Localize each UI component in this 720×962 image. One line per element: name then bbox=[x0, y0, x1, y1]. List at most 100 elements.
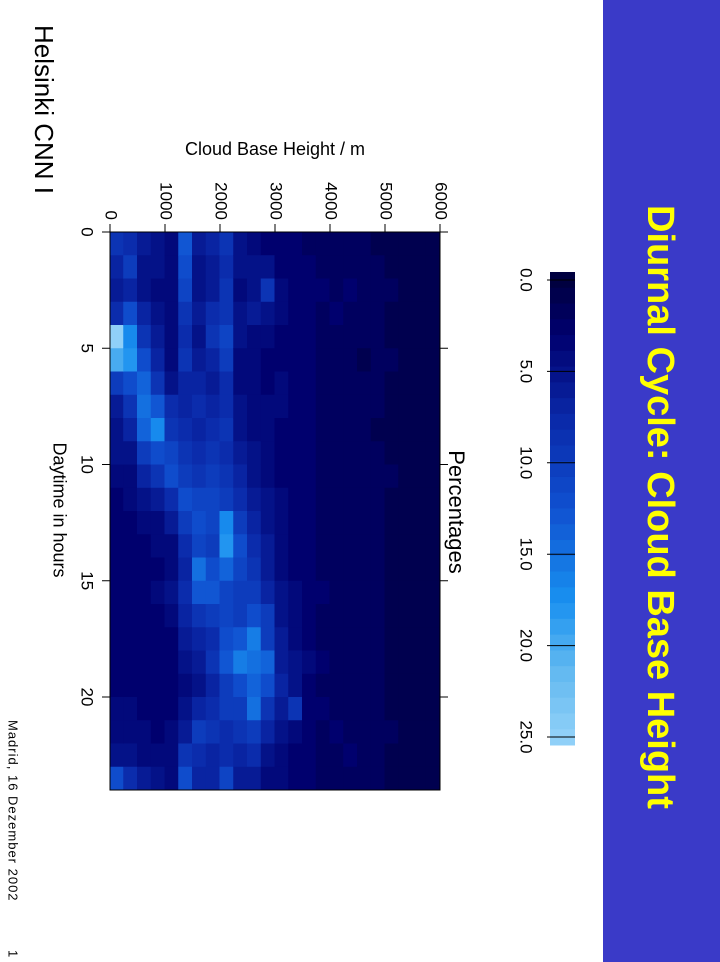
heatmap-cell bbox=[398, 720, 413, 744]
heatmap-cell bbox=[302, 394, 317, 419]
heatmap-cell bbox=[178, 627, 193, 651]
heatmap-cell bbox=[192, 697, 207, 721]
heatmap-cell bbox=[233, 418, 248, 442]
heatmap-cell bbox=[357, 604, 372, 628]
heatmap-cell bbox=[329, 394, 344, 419]
heatmap-cell bbox=[219, 232, 234, 256]
heatmap-cell bbox=[205, 348, 220, 372]
heatmap-cell bbox=[288, 348, 303, 372]
heatmap-cell bbox=[329, 464, 344, 489]
heatmap-cell bbox=[164, 301, 179, 326]
heatmap-cell bbox=[233, 232, 248, 256]
heatmap-cell bbox=[343, 441, 358, 465]
heatmap-cell bbox=[109, 255, 124, 279]
heatmap-cell bbox=[205, 766, 220, 791]
colorbar-segment bbox=[550, 476, 575, 494]
heatmap-cell bbox=[384, 232, 399, 256]
heatmap-cell bbox=[247, 301, 262, 326]
heatmap-cell bbox=[343, 697, 358, 721]
heatmap-cell bbox=[164, 278, 179, 303]
colorbar-segment bbox=[550, 492, 575, 510]
heatmap-cell bbox=[425, 371, 440, 396]
heatmap-cell bbox=[178, 232, 193, 256]
heatmap-cell bbox=[274, 604, 289, 628]
heatmap-cell bbox=[205, 371, 220, 396]
heatmap-cell bbox=[425, 348, 440, 372]
heatmap-cell bbox=[150, 418, 165, 442]
heatmap-cell bbox=[137, 371, 152, 396]
heatmap-cell bbox=[123, 441, 138, 465]
heatmap-cell bbox=[315, 743, 330, 768]
y-tick-label: 3000 bbox=[267, 182, 286, 220]
heatmap-cell bbox=[412, 325, 427, 349]
heatmap-cell bbox=[425, 673, 440, 698]
heatmap-cell bbox=[247, 720, 262, 744]
heatmap-cell bbox=[357, 348, 372, 372]
colorbar-tick-label: 15.0 bbox=[517, 538, 536, 571]
heatmap-cell bbox=[219, 534, 234, 558]
heatmap-cell bbox=[343, 255, 358, 279]
heatmap-cell bbox=[302, 580, 317, 605]
colorbar-segment bbox=[550, 382, 575, 399]
heatmap-cell bbox=[384, 534, 399, 558]
heatmap-cell bbox=[274, 511, 289, 535]
heatmap-cell bbox=[329, 604, 344, 628]
heatmap-cell bbox=[274, 418, 289, 442]
heatmap-cell bbox=[329, 232, 344, 256]
footer-source: Helsinki CNN I bbox=[29, 25, 59, 194]
heatmap-cell bbox=[315, 325, 330, 349]
heatmap-cell bbox=[178, 371, 193, 396]
heatmap-cell bbox=[109, 394, 124, 419]
heatmap-cell bbox=[398, 301, 413, 326]
heatmap-cell bbox=[398, 627, 413, 651]
heatmap-cell bbox=[329, 673, 344, 698]
heatmap-cell bbox=[219, 673, 234, 698]
heatmap-cell bbox=[150, 766, 165, 791]
heatmap-cell bbox=[178, 580, 193, 605]
heatmap-cell bbox=[219, 604, 234, 628]
heatmap-cell bbox=[192, 650, 207, 675]
heatmap-cell bbox=[178, 464, 193, 489]
heatmap-cell bbox=[398, 673, 413, 698]
heatmap-cell bbox=[412, 371, 427, 396]
heatmap-cell bbox=[343, 673, 358, 698]
colorbar-segment bbox=[550, 413, 575, 431]
heatmap-cell bbox=[425, 441, 440, 465]
heatmap-cell bbox=[178, 697, 193, 721]
heatmap-cell bbox=[357, 301, 372, 326]
heatmap-cell bbox=[398, 604, 413, 628]
heatmap-cell bbox=[123, 464, 138, 489]
heatmap-cell bbox=[164, 511, 179, 535]
heatmap-cell bbox=[137, 464, 152, 489]
heatmap-cell bbox=[247, 766, 262, 791]
heatmap-cell bbox=[343, 534, 358, 558]
heatmap-cell bbox=[192, 627, 207, 651]
heatmap-cell bbox=[233, 720, 248, 744]
heatmap-cell bbox=[315, 418, 330, 442]
heatmap-cell bbox=[274, 255, 289, 279]
heatmap-cell bbox=[357, 418, 372, 442]
heatmap-cell bbox=[192, 394, 207, 419]
heatmap-cell bbox=[219, 348, 234, 372]
heatmap-cell bbox=[260, 673, 275, 698]
heatmap-cell bbox=[164, 441, 179, 465]
x-tick-label: 20 bbox=[78, 688, 97, 707]
heatmap-cell bbox=[357, 441, 372, 465]
heatmap-cell bbox=[178, 650, 193, 675]
heatmap-cell bbox=[274, 580, 289, 605]
y-tick-label: 0 bbox=[102, 211, 121, 220]
heatmap-cell bbox=[260, 580, 275, 605]
heatmap-cell bbox=[260, 511, 275, 535]
heatmap-cell bbox=[192, 511, 207, 535]
heatmap-cell bbox=[315, 557, 330, 582]
footer-venue: Madrid, 16 Dezember 2002 bbox=[6, 720, 21, 902]
heatmap-cell bbox=[233, 650, 248, 675]
heatmap-cell bbox=[370, 557, 385, 582]
heatmap-cell bbox=[219, 325, 234, 349]
heatmap-cell bbox=[302, 371, 317, 396]
heatmap-cell bbox=[274, 394, 289, 419]
heatmap-cell bbox=[219, 255, 234, 279]
heatmap-cell bbox=[137, 441, 152, 465]
